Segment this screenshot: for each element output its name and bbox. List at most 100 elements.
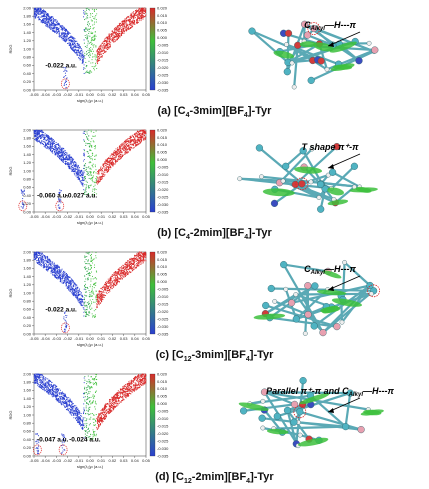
scatter-point [58, 267, 60, 269]
scatter-point [52, 25, 54, 27]
scatter-point [48, 143, 50, 145]
scatter-point [136, 135, 138, 137]
scatter-point [65, 151, 67, 154]
scatter-point [52, 17, 54, 19]
spike-point [60, 202, 62, 204]
scatter-point [35, 252, 37, 254]
scatter-point [86, 135, 88, 138]
scatter-point [92, 291, 94, 293]
scatter-point [122, 22, 124, 24]
spike-point [22, 206, 24, 208]
scatter-point [95, 257, 97, 259]
scatter-point [39, 141, 41, 143]
scatter-point [88, 315, 90, 317]
scatter-point [47, 145, 49, 148]
scatter-point [80, 303, 82, 305]
scatter-point [41, 16, 43, 18]
scatter-point [36, 139, 38, 141]
scatter-point [86, 174, 88, 176]
scatter-point [140, 136, 142, 138]
scatter-point [96, 49, 99, 51]
scatter-point [113, 38, 115, 40]
scatter-point [91, 138, 93, 140]
spike-point [20, 206, 22, 208]
scatter-point [103, 167, 105, 169]
nci-isosurface [299, 41, 317, 48]
scatter-point [44, 133, 46, 135]
scatter-point [42, 254, 44, 256]
scatter-point [97, 179, 99, 181]
scatter-point [63, 282, 65, 284]
scatter-point [45, 260, 47, 262]
scatter-point [124, 266, 126, 268]
scatter-point [129, 19, 131, 21]
scatter-point [90, 271, 93, 273]
scatter-point [83, 159, 85, 161]
scatter-point [97, 56, 99, 58]
scatter-point [119, 148, 121, 150]
scatter-point [61, 278, 63, 280]
scatter-point [77, 44, 79, 46]
scatter-point [105, 165, 107, 167]
scatter-point [131, 258, 133, 260]
scatter-point [119, 273, 121, 275]
atom [291, 180, 299, 189]
scatter-point [86, 313, 88, 316]
scatter-point [107, 38, 109, 40]
scatter-point [130, 20, 133, 22]
scatter-point [67, 286, 69, 288]
scatter-point [86, 70, 88, 72]
scatter-point [83, 189, 85, 191]
colorbar-tick-label: 0.000 [157, 35, 168, 40]
colorbar [149, 7, 156, 91]
scatter-point [123, 153, 126, 155]
scatter-point [83, 132, 85, 134]
scatter-point [107, 159, 109, 162]
scatter-point [138, 16, 140, 18]
x-tick-label: -0.01 [74, 214, 84, 219]
scatter-point [122, 271, 124, 274]
scatter-point [83, 150, 85, 152]
scatter-point [109, 284, 111, 286]
scatter-point [36, 10, 38, 12]
scatter-point [82, 56, 84, 58]
scatter-point [103, 296, 105, 299]
scatter-point [86, 46, 88, 49]
scatter-point [83, 167, 86, 169]
scatter-point [49, 267, 52, 269]
scatter-point [35, 255, 37, 257]
scatter-point [76, 168, 78, 170]
scatter-point [72, 47, 74, 49]
scatter-point [91, 159, 93, 161]
scatter-point [51, 150, 54, 152]
scatter-point [46, 138, 48, 140]
scatter-point [46, 23, 48, 25]
scatter-point [125, 29, 127, 31]
scatter-point [42, 11, 44, 13]
scatter-point [141, 13, 143, 15]
scatter-point [87, 156, 89, 158]
scatter-point [98, 291, 100, 293]
scatter-point [37, 137, 40, 139]
scatter-point [130, 17, 132, 20]
scatter-point [119, 31, 121, 33]
scatter-point [110, 284, 112, 286]
scatter-point [60, 25, 62, 27]
scatter-point [83, 29, 85, 31]
scatter-point [50, 262, 52, 264]
scatter-point [120, 150, 122, 152]
scatter-point [71, 45, 73, 47]
scatter-point [77, 169, 79, 172]
y-axis-label: RDG [8, 45, 13, 54]
scatter-point [135, 11, 138, 13]
scatter-point [107, 286, 109, 288]
colorbar-tick-label: -0.030 [157, 80, 169, 85]
scatter-point [123, 268, 126, 270]
spike-point [20, 192, 22, 194]
scatter-point [74, 282, 76, 284]
atom [303, 31, 312, 39]
scatter-point [103, 52, 105, 54]
scatter-point [102, 47, 104, 49]
scatter-point [115, 271, 117, 273]
scatter-point [115, 154, 117, 156]
